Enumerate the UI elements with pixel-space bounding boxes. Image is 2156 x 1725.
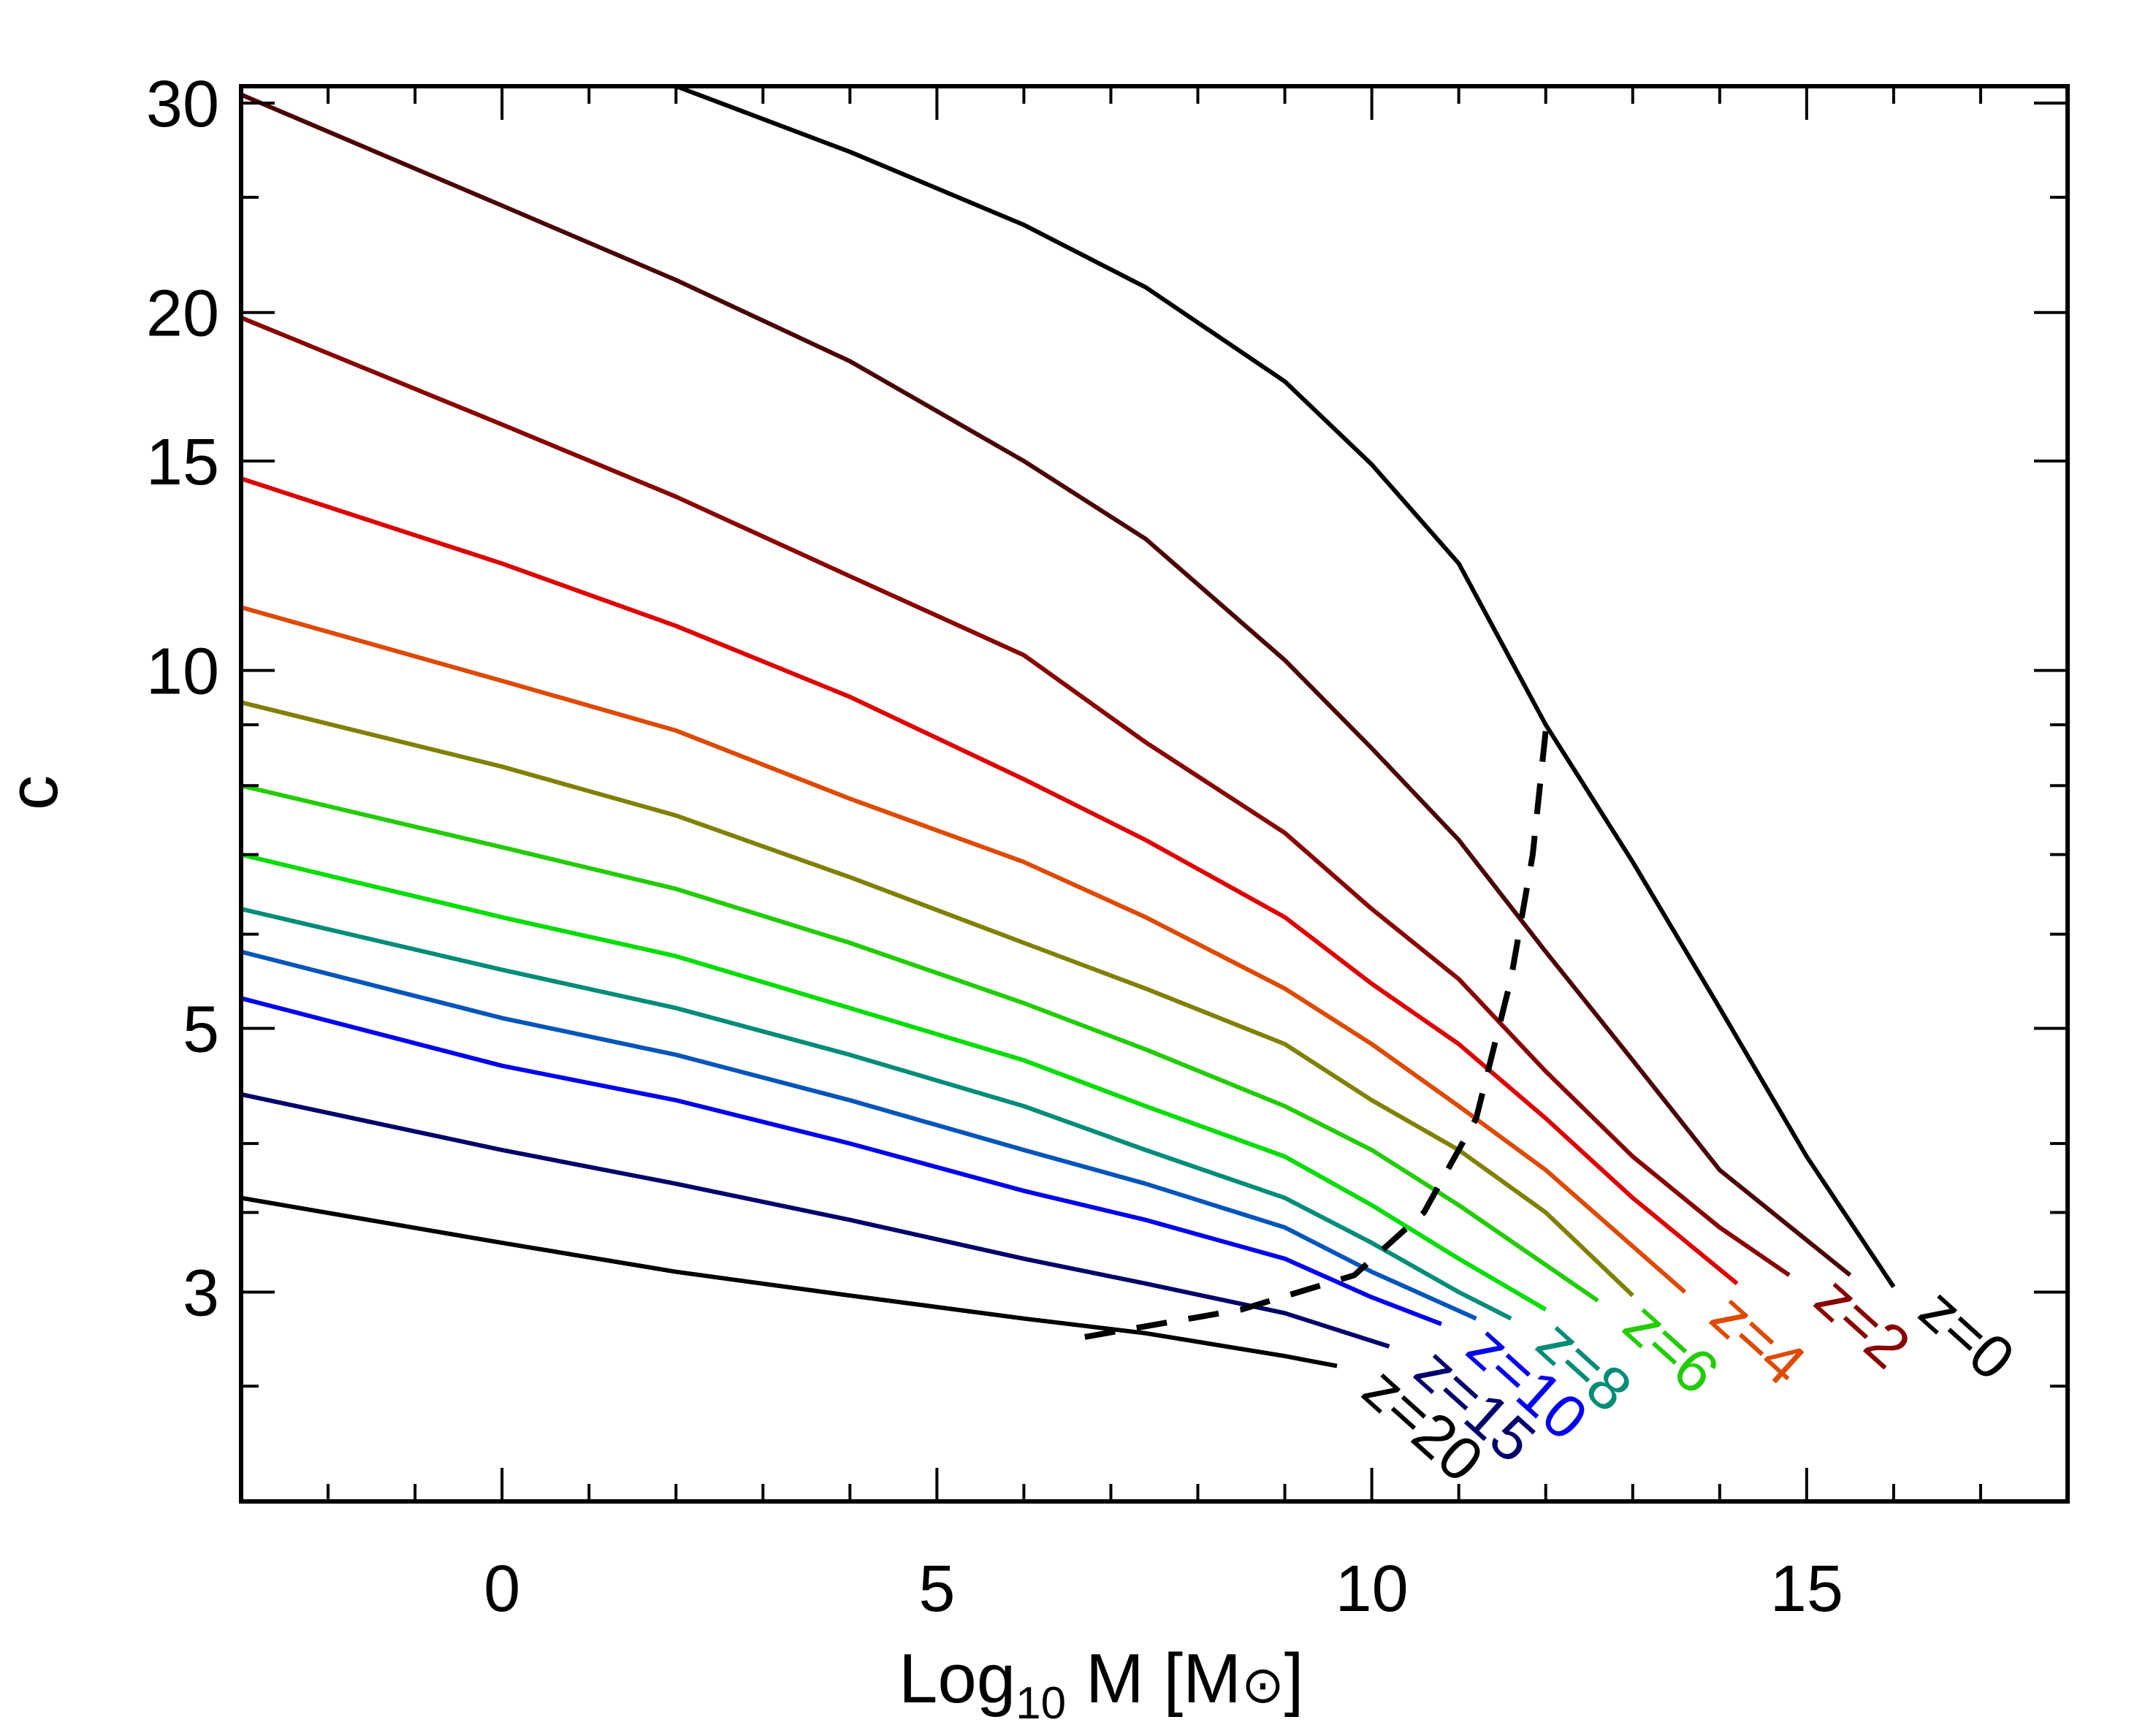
series-line-z-15 <box>240 1092 1390 1349</box>
series-line-z-7 <box>240 852 1547 1311</box>
sun-symbol-icon: ⊙ <box>1241 1656 1284 1713</box>
y-tick-label: 15 <box>146 426 219 499</box>
series-line-z-3 <box>240 476 1739 1286</box>
series-line-z-4 <box>240 605 1687 1294</box>
x-axis-title-rest: M [M <box>1066 1640 1241 1718</box>
series-line-z-1 <box>240 92 1852 1277</box>
series-line-z-6 <box>240 783 1599 1303</box>
x-axis-title-subscript: 10 <box>1016 1678 1066 1725</box>
x-axis-title-close: ] <box>1284 1640 1304 1718</box>
x-axis-title: Log10 M [M⊙] <box>899 1640 1303 1725</box>
x-tick-label: 15 <box>1770 1553 1843 1626</box>
series-line-dashed <box>1084 730 1549 1340</box>
y-tick-label: 10 <box>146 636 219 709</box>
x-tick-label: 0 <box>484 1553 520 1626</box>
series-line-z-0 <box>675 84 1896 1289</box>
axis-ticks <box>241 86 2068 1501</box>
series-line-z-9 <box>240 949 1477 1321</box>
data-curves <box>240 84 1896 1368</box>
y-tick-label: 3 <box>183 1257 219 1330</box>
axis-tick-labels: 0 5 10 15 3 5 10 15 20 30 <box>146 68 1843 1626</box>
x-tick-label: 10 <box>1336 1553 1409 1626</box>
y-tick-label: 5 <box>183 993 219 1066</box>
series-line-z-2 <box>240 316 1791 1277</box>
series-line-z-10 <box>240 996 1442 1327</box>
y-tick-label: 20 <box>146 278 219 351</box>
series-line-z-5 <box>240 700 1634 1298</box>
y-axis-title: c <box>0 775 72 810</box>
x-axis-title-main: Log <box>899 1640 1016 1718</box>
plot-frame <box>239 84 2070 1504</box>
svg-text:Log10 M [M⊙]: Log10 M [M⊙] <box>899 1640 1303 1725</box>
series-line-z-8 <box>240 907 1512 1321</box>
series-line-z-20 <box>240 1195 1338 1368</box>
y-tick-label: 30 <box>146 68 219 141</box>
x-tick-label: 5 <box>918 1553 955 1626</box>
